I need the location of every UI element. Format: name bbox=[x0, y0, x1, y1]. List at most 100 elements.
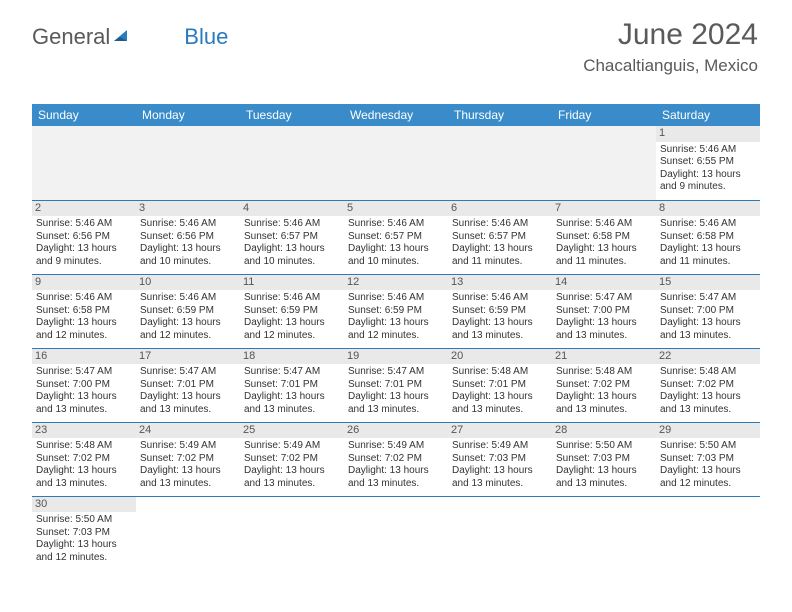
calendar-day-cell bbox=[344, 496, 448, 570]
daylight-text: Daylight: 13 hours bbox=[556, 243, 652, 256]
day-number: 2 bbox=[32, 201, 136, 217]
day-number: 27 bbox=[448, 423, 552, 439]
day-number: 26 bbox=[344, 423, 448, 439]
sunrise-text: Sunrise: 5:50 AM bbox=[556, 440, 652, 453]
sunrise-text: Sunrise: 5:46 AM bbox=[348, 292, 444, 305]
day-number: 14 bbox=[552, 275, 656, 291]
daylight-text: and 13 minutes. bbox=[556, 478, 652, 491]
daylight-text: and 12 minutes. bbox=[348, 330, 444, 343]
sunrise-text: Sunrise: 5:49 AM bbox=[348, 440, 444, 453]
daylight-text: Daylight: 13 hours bbox=[244, 317, 340, 330]
sunset-text: Sunset: 7:01 PM bbox=[140, 379, 236, 392]
sunrise-text: Sunrise: 5:50 AM bbox=[36, 514, 132, 527]
sunset-text: Sunset: 7:00 PM bbox=[36, 379, 132, 392]
sunrise-text: Sunrise: 5:47 AM bbox=[348, 366, 444, 379]
calendar-day-cell: 5Sunrise: 5:46 AMSunset: 6:57 PMDaylight… bbox=[344, 200, 448, 274]
daylight-text: and 9 minutes. bbox=[36, 256, 132, 269]
sunset-text: Sunset: 7:02 PM bbox=[140, 453, 236, 466]
calendar-day-cell: 20Sunrise: 5:48 AMSunset: 7:01 PMDayligh… bbox=[448, 348, 552, 422]
sunrise-text: Sunrise: 5:48 AM bbox=[556, 366, 652, 379]
calendar-day-cell: 8Sunrise: 5:46 AMSunset: 6:58 PMDaylight… bbox=[656, 200, 760, 274]
daylight-text: and 12 minutes. bbox=[36, 330, 132, 343]
day-number: 13 bbox=[448, 275, 552, 291]
calendar-day-cell: 4Sunrise: 5:46 AMSunset: 6:57 PMDaylight… bbox=[240, 200, 344, 274]
sunrise-text: Sunrise: 5:49 AM bbox=[452, 440, 548, 453]
calendar-day-cell bbox=[552, 126, 656, 200]
sunset-text: Sunset: 7:02 PM bbox=[660, 379, 756, 392]
day-number: 22 bbox=[656, 349, 760, 365]
daylight-text: Daylight: 13 hours bbox=[452, 465, 548, 478]
day-number: 24 bbox=[136, 423, 240, 439]
weekday-header: Wednesday bbox=[344, 104, 448, 126]
sunset-text: Sunset: 6:58 PM bbox=[36, 305, 132, 318]
logo-text-2: Blue bbox=[184, 24, 228, 50]
day-number: 23 bbox=[32, 423, 136, 439]
sunrise-text: Sunrise: 5:47 AM bbox=[140, 366, 236, 379]
day-number: 20 bbox=[448, 349, 552, 365]
calendar-day-cell: 30Sunrise: 5:50 AMSunset: 7:03 PMDayligh… bbox=[32, 496, 136, 570]
daylight-text: Daylight: 13 hours bbox=[452, 317, 548, 330]
daylight-text: Daylight: 13 hours bbox=[556, 465, 652, 478]
daylight-text: Daylight: 13 hours bbox=[452, 243, 548, 256]
calendar-day-cell: 21Sunrise: 5:48 AMSunset: 7:02 PMDayligh… bbox=[552, 348, 656, 422]
daylight-text: Daylight: 13 hours bbox=[244, 243, 340, 256]
calendar-day-cell: 29Sunrise: 5:50 AMSunset: 7:03 PMDayligh… bbox=[656, 422, 760, 496]
calendar-day-cell: 2Sunrise: 5:46 AMSunset: 6:56 PMDaylight… bbox=[32, 200, 136, 274]
sunset-text: Sunset: 7:03 PM bbox=[660, 453, 756, 466]
sunset-text: Sunset: 7:03 PM bbox=[556, 453, 652, 466]
sunset-text: Sunset: 7:00 PM bbox=[556, 305, 652, 318]
calendar-day-cell: 15Sunrise: 5:47 AMSunset: 7:00 PMDayligh… bbox=[656, 274, 760, 348]
calendar-day-cell: 12Sunrise: 5:46 AMSunset: 6:59 PMDayligh… bbox=[344, 274, 448, 348]
calendar-day-cell: 25Sunrise: 5:49 AMSunset: 7:02 PMDayligh… bbox=[240, 422, 344, 496]
calendar-day-cell: 18Sunrise: 5:47 AMSunset: 7:01 PMDayligh… bbox=[240, 348, 344, 422]
calendar-day-cell bbox=[344, 126, 448, 200]
daylight-text: Daylight: 13 hours bbox=[36, 465, 132, 478]
sunset-text: Sunset: 6:59 PM bbox=[452, 305, 548, 318]
daylight-text: and 13 minutes. bbox=[452, 404, 548, 417]
daylight-text: and 13 minutes. bbox=[556, 404, 652, 417]
calendar-day-cell: 24Sunrise: 5:49 AMSunset: 7:02 PMDayligh… bbox=[136, 422, 240, 496]
sunrise-text: Sunrise: 5:48 AM bbox=[36, 440, 132, 453]
sunrise-text: Sunrise: 5:46 AM bbox=[244, 218, 340, 231]
sunrise-text: Sunrise: 5:49 AM bbox=[140, 440, 236, 453]
daylight-text: Daylight: 13 hours bbox=[140, 465, 236, 478]
daylight-text: and 11 minutes. bbox=[660, 256, 756, 269]
daylight-text: and 13 minutes. bbox=[36, 404, 132, 417]
daylight-text: and 12 minutes. bbox=[36, 552, 132, 565]
calendar-day-cell: 16Sunrise: 5:47 AMSunset: 7:00 PMDayligh… bbox=[32, 348, 136, 422]
calendar-day-cell bbox=[448, 496, 552, 570]
sunset-text: Sunset: 7:03 PM bbox=[452, 453, 548, 466]
sunset-text: Sunset: 6:55 PM bbox=[660, 156, 756, 169]
sunset-text: Sunset: 6:56 PM bbox=[140, 231, 236, 244]
weekday-header: Friday bbox=[552, 104, 656, 126]
calendar-day-cell: 11Sunrise: 5:46 AMSunset: 6:59 PMDayligh… bbox=[240, 274, 344, 348]
month-title: June 2024 bbox=[583, 18, 758, 52]
sunrise-text: Sunrise: 5:46 AM bbox=[660, 144, 756, 157]
calendar-day-cell: 3Sunrise: 5:46 AMSunset: 6:56 PMDaylight… bbox=[136, 200, 240, 274]
daylight-text: and 10 minutes. bbox=[348, 256, 444, 269]
calendar-day-cell bbox=[656, 496, 760, 570]
calendar-week-row: 23Sunrise: 5:48 AMSunset: 7:02 PMDayligh… bbox=[32, 422, 760, 496]
sunrise-text: Sunrise: 5:46 AM bbox=[452, 292, 548, 305]
sunset-text: Sunset: 7:01 PM bbox=[244, 379, 340, 392]
daylight-text: Daylight: 13 hours bbox=[348, 317, 444, 330]
daylight-text: Daylight: 13 hours bbox=[244, 391, 340, 404]
daylight-text: and 12 minutes. bbox=[140, 330, 236, 343]
calendar-day-cell: 28Sunrise: 5:50 AMSunset: 7:03 PMDayligh… bbox=[552, 422, 656, 496]
weekday-header: Sunday bbox=[32, 104, 136, 126]
sunrise-text: Sunrise: 5:46 AM bbox=[140, 218, 236, 231]
daylight-text: and 13 minutes. bbox=[556, 330, 652, 343]
day-number: 16 bbox=[32, 349, 136, 365]
sunrise-text: Sunrise: 5:46 AM bbox=[140, 292, 236, 305]
calendar-week-row: 9Sunrise: 5:46 AMSunset: 6:58 PMDaylight… bbox=[32, 274, 760, 348]
daylight-text: and 13 minutes. bbox=[348, 478, 444, 491]
day-number: 28 bbox=[552, 423, 656, 439]
calendar-day-cell: 14Sunrise: 5:47 AMSunset: 7:00 PMDayligh… bbox=[552, 274, 656, 348]
calendar-day-cell: 7Sunrise: 5:46 AMSunset: 6:58 PMDaylight… bbox=[552, 200, 656, 274]
calendar-day-cell: 13Sunrise: 5:46 AMSunset: 6:59 PMDayligh… bbox=[448, 274, 552, 348]
sunset-text: Sunset: 6:57 PM bbox=[244, 231, 340, 244]
daylight-text: Daylight: 13 hours bbox=[348, 465, 444, 478]
sunrise-text: Sunrise: 5:47 AM bbox=[556, 292, 652, 305]
sunset-text: Sunset: 6:59 PM bbox=[140, 305, 236, 318]
weekday-header-row: Sunday Monday Tuesday Wednesday Thursday… bbox=[32, 104, 760, 126]
